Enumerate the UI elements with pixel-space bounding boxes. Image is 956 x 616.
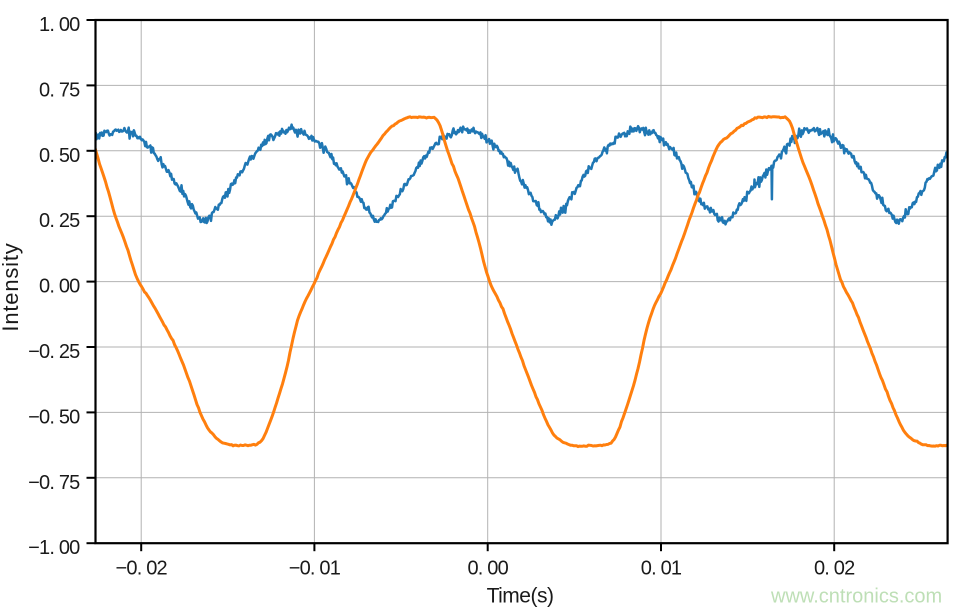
svg-text:0. 00: 0. 00 <box>39 276 80 298</box>
svg-text:Time(s): Time(s) <box>487 584 554 607</box>
svg-text:−0. 50: −0. 50 <box>28 406 80 428</box>
svg-text:−0. 25: −0. 25 <box>28 341 80 363</box>
svg-text:−0. 02: −0. 02 <box>116 557 168 579</box>
svg-text:0. 75: 0. 75 <box>39 79 80 101</box>
svg-text:−1. 00: −1. 00 <box>28 537 80 559</box>
svg-text:0. 02: 0. 02 <box>814 557 855 579</box>
svg-text:−0. 75: −0. 75 <box>28 472 80 494</box>
svg-text:−0. 01: −0. 01 <box>289 557 341 579</box>
svg-text:0. 01: 0. 01 <box>641 557 682 579</box>
svg-text:0. 25: 0. 25 <box>39 210 80 232</box>
svg-text:0. 00: 0. 00 <box>467 557 508 579</box>
svg-text:1. 00: 1. 00 <box>39 14 80 36</box>
svg-text:www.cntronics.com: www.cntronics.com <box>770 586 942 608</box>
svg-text:Intensity: Intensity <box>0 242 23 331</box>
svg-text:0. 50: 0. 50 <box>39 145 80 167</box>
